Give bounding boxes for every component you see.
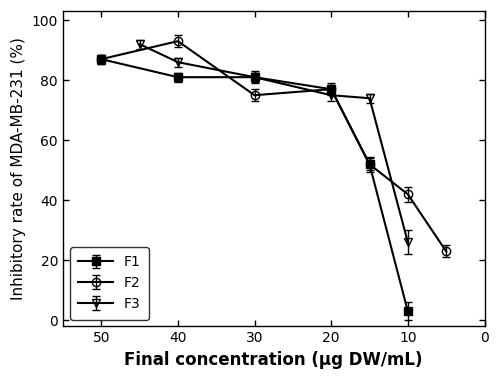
Legend: F1, F2, F3: F1, F2, F3 [70, 247, 149, 320]
X-axis label: Final concentration (μg DW/mL): Final concentration (μg DW/mL) [124, 351, 423, 369]
Y-axis label: Inhibitory rate of MDA-MB-231 (%): Inhibitory rate of MDA-MB-231 (%) [11, 37, 26, 300]
